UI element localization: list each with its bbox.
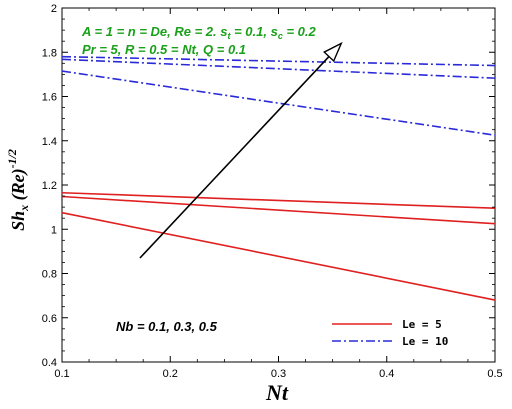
x-tick-label-4: 0.5	[487, 368, 502, 380]
annotation-nb: Nb = 0.1, 0.3, 0.5	[116, 319, 218, 334]
y-tick-label-1: 0.6	[42, 313, 57, 325]
series-line-2	[61, 211, 496, 301]
y-tick-label-3: 1	[51, 224, 57, 236]
x-tick-label-0: 0.1	[54, 368, 69, 380]
tick-marks	[61, 7, 496, 363]
series-line-5	[61, 70, 496, 137]
y-tick-label-5: 1.4	[42, 136, 57, 148]
x-tick-label-2: 0.3	[271, 368, 286, 380]
y-tick-label-7: 1.8	[42, 47, 57, 59]
x-tick-label-1: 0.2	[163, 368, 178, 380]
y-tick-label-0: 0.4	[42, 357, 57, 369]
y-axis-title: Shx (Re)-1/2	[5, 149, 31, 231]
trend-arrow-shaft	[139, 55, 330, 259]
legend-label-le10: Le = 10	[402, 335, 448, 348]
x-axis-title: Nt	[265, 380, 289, 405]
series-line-4	[61, 58, 496, 79]
y-tick-label-4: 1.2	[42, 180, 57, 192]
y-tick-label-2: 0.8	[42, 269, 57, 281]
tick-labels: 0.1 0.2 0.3 0.4 0.5 0.4 0.6 0.8 1 1.2 1.4 1.6 1.8 2	[42, 3, 503, 380]
series-line-3	[61, 55, 496, 67]
trend-arrow-head	[323, 41, 343, 63]
series-line-1	[61, 195, 496, 225]
annotation-line-1: A = 1 = n = De, Re = 2. st = 0.1, sc = 0…	[81, 24, 317, 41]
legend-label-le5: Le = 5	[402, 318, 442, 331]
plot-area	[61, 7, 496, 363]
series-line-0	[61, 191, 496, 210]
y-tick-label-8: 2	[51, 3, 57, 15]
y-tick-label-6: 1.6	[42, 92, 57, 104]
annotation-line-2: Pr = 5, R = 0.5 = Nt, Q = 0.1	[82, 42, 246, 57]
x-tick-label-3: 0.4	[379, 368, 394, 380]
legend: Le = 5 Le = 10	[332, 318, 448, 348]
